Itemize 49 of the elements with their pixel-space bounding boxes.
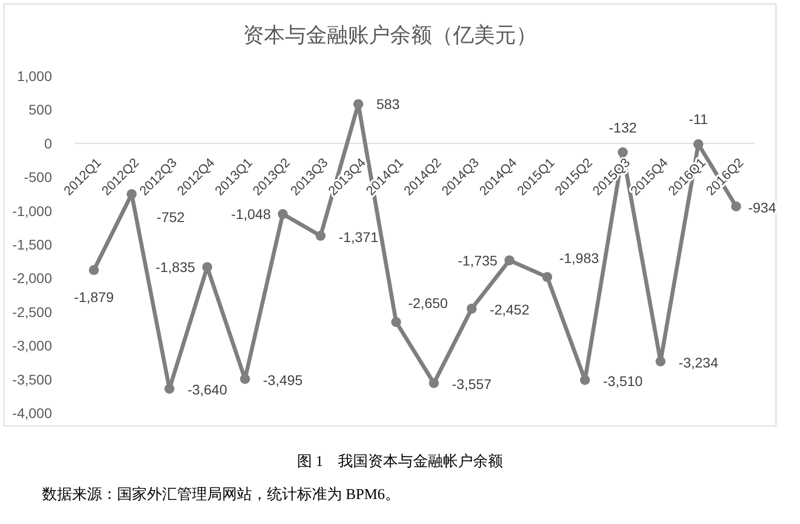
point bbox=[542, 272, 552, 282]
data-label: -3,640 bbox=[187, 382, 228, 398]
point bbox=[618, 147, 628, 158]
point bbox=[164, 384, 174, 394]
point bbox=[466, 304, 477, 314]
y-tick-label: -2,000 bbox=[12, 270, 52, 286]
source-note: 数据来源：国家外汇管理局网站，统计标准为 BPM6。 bbox=[42, 486, 400, 503]
data-label: -3,510 bbox=[603, 372, 643, 389]
y-tick-label: -1,000 bbox=[12, 202, 52, 219]
y-tick-label: -3,000 bbox=[12, 338, 52, 354]
data-label: -1,983 bbox=[559, 250, 600, 266]
point bbox=[353, 99, 364, 110]
y-tick-label: -3,500 bbox=[12, 371, 52, 388]
data-label: -3,234 bbox=[678, 354, 718, 370]
y-tick-label: -4,000 bbox=[12, 405, 52, 421]
data-label: -11 bbox=[688, 111, 708, 128]
point bbox=[580, 374, 590, 385]
point bbox=[693, 139, 704, 150]
data-label: -1,371 bbox=[338, 228, 378, 245]
data-label: -1,735 bbox=[458, 252, 498, 268]
data-label: -2,650 bbox=[408, 295, 448, 312]
y-tick-label: 1,000 bbox=[16, 68, 52, 84]
data-label: -1,835 bbox=[156, 259, 196, 276]
point bbox=[88, 265, 99, 276]
y-tick-label: 500 bbox=[28, 102, 52, 118]
point bbox=[316, 230, 326, 241]
point bbox=[391, 317, 402, 328]
y-tick-label: -1,500 bbox=[12, 236, 52, 252]
data-label: -3,557 bbox=[452, 376, 492, 392]
y-tick-label: -2,500 bbox=[12, 304, 52, 320]
chart-title: 资本与金融账户余额（亿美元） bbox=[243, 24, 537, 47]
data-label: -1,048 bbox=[231, 206, 271, 222]
point bbox=[656, 356, 666, 366]
data-label: -934 bbox=[748, 199, 776, 216]
y-tick-label: -500 bbox=[24, 169, 52, 186]
point bbox=[731, 201, 742, 212]
point bbox=[504, 255, 514, 266]
point bbox=[240, 374, 250, 384]
data-label: -2,452 bbox=[490, 302, 530, 318]
data-label: -1,879 bbox=[74, 289, 114, 306]
point bbox=[428, 378, 439, 388]
data-label: -132 bbox=[608, 119, 637, 136]
data-label: -3,495 bbox=[263, 372, 303, 388]
point bbox=[278, 209, 288, 220]
y-tick-label: 0 bbox=[44, 135, 52, 152]
caption: 图 1 我国资本与金融帐户余额 bbox=[296, 453, 504, 470]
data-label: 583 bbox=[376, 96, 400, 112]
point bbox=[202, 262, 212, 272]
data-label: -752 bbox=[156, 209, 185, 226]
